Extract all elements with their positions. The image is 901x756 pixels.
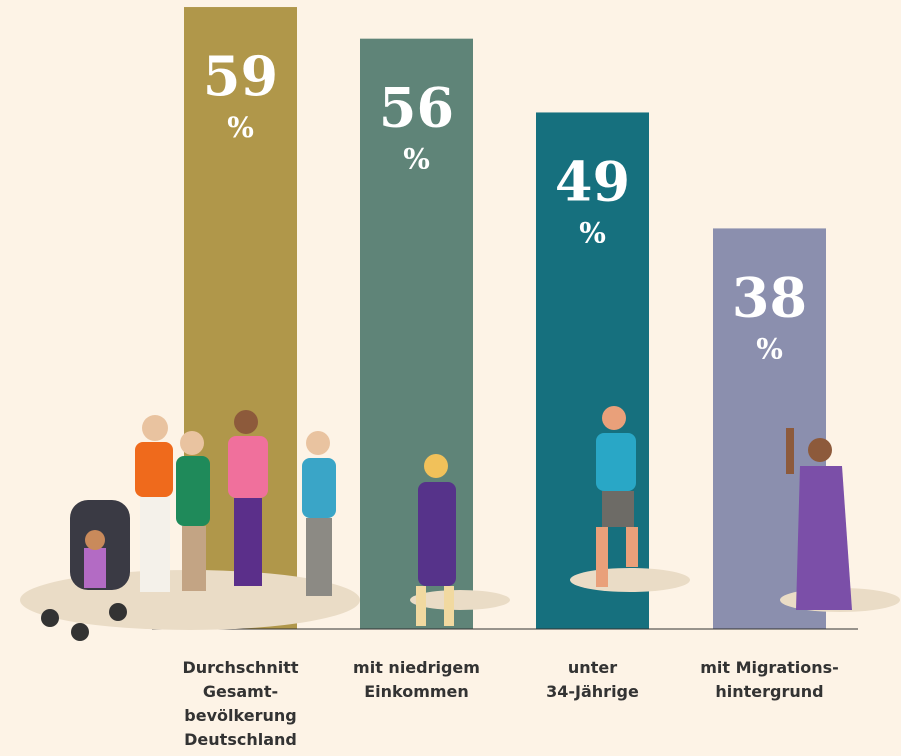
- value-label: 59: [203, 44, 278, 108]
- category-label: unter 34-Jährige: [508, 656, 678, 704]
- value-unit: %: [227, 111, 254, 144]
- category-label: Durchschnitt Gesamt- bevölkerung Deutsch…: [156, 656, 326, 752]
- bars: [184, 7, 826, 629]
- value-label: 38: [732, 265, 807, 329]
- chart: 59%56%49%38% Durchschnitt Gesamt- bevölk…: [0, 0, 901, 756]
- value-unit: %: [403, 143, 430, 176]
- value-unit: %: [579, 216, 606, 249]
- value-unit: %: [756, 332, 783, 365]
- category-label: mit niedrigem Einkommen: [332, 656, 502, 704]
- value-label: 56: [379, 76, 454, 140]
- category-label: mit Migrations- hintergrund: [685, 656, 855, 704]
- chart-svg: 59%56%49%38%: [0, 0, 901, 756]
- value-label: 49: [555, 149, 630, 213]
